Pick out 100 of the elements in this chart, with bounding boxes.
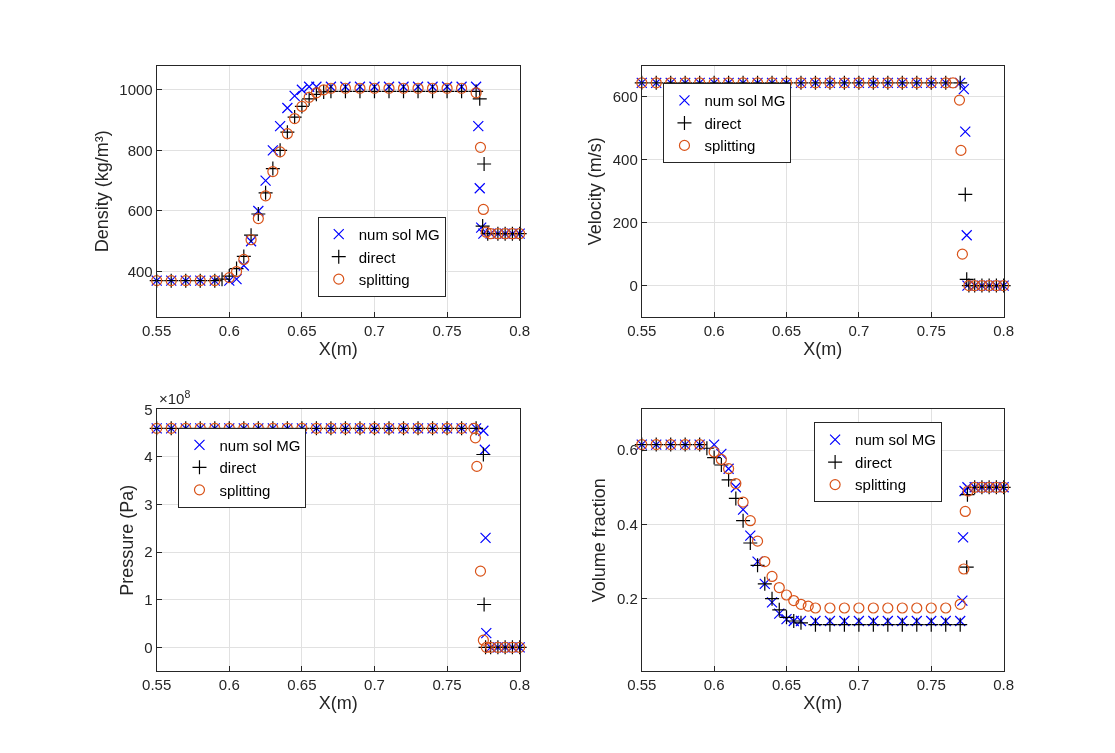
- point: [715, 448, 727, 460]
- x-tick-label: 0.6: [703, 676, 725, 694]
- point: [959, 559, 975, 575]
- point: [956, 594, 968, 607]
- y-tick-label: 200: [612, 213, 638, 231]
- point: [472, 91, 488, 107]
- x-tick-label: 0.7: [848, 322, 870, 340]
- point: [279, 124, 295, 140]
- point: [956, 248, 968, 260]
- point: [759, 555, 771, 568]
- point: [471, 460, 483, 473]
- point: [780, 589, 793, 601]
- point: [480, 627, 492, 639]
- x-tick-label: 0.55: [142, 322, 172, 340]
- point: [773, 581, 785, 594]
- point: [439, 83, 455, 99]
- point: [708, 446, 720, 458]
- point: [940, 602, 952, 614]
- y-tick-label: 0.6: [616, 441, 638, 459]
- point: [938, 617, 954, 633]
- point: [469, 432, 481, 444]
- x-tick-label: 0.75: [432, 676, 462, 694]
- point: [737, 503, 749, 516]
- x-tick-label: 0.75: [916, 322, 946, 340]
- point: [824, 615, 836, 627]
- point: [381, 83, 397, 99]
- point: [735, 513, 751, 529]
- y-tick-label: 0: [144, 638, 153, 656]
- point: [708, 438, 720, 451]
- point: [940, 615, 952, 627]
- legend-label: direct: [704, 114, 742, 132]
- point: [867, 602, 879, 614]
- point: [265, 160, 281, 177]
- y-tick-label: 3: [144, 495, 153, 513]
- point: [802, 600, 814, 612]
- point: [824, 602, 836, 614]
- x-tick-label: 0.8: [993, 676, 1015, 694]
- point: [475, 446, 491, 463]
- legend-label: num sol MG: [704, 92, 786, 110]
- point: [257, 185, 274, 201]
- point: [474, 565, 487, 577]
- legend-label: num sol MG: [219, 436, 301, 454]
- point: [766, 570, 778, 583]
- point: [259, 175, 272, 187]
- point: [959, 505, 971, 518]
- point: [410, 83, 426, 99]
- point: [250, 206, 266, 222]
- point: [867, 615, 879, 627]
- point: [470, 87, 482, 99]
- x-tick-label: 0.8: [509, 322, 531, 340]
- point: [836, 617, 852, 633]
- point: [953, 94, 966, 106]
- point: [853, 615, 865, 627]
- point: [730, 481, 742, 493]
- x-tick-label: 0.65: [287, 676, 317, 694]
- x-tick-label: 0.75: [916, 676, 946, 694]
- point: [424, 83, 441, 99]
- point: [318, 84, 330, 96]
- x-tick-label: 0.8: [509, 676, 531, 694]
- point: [352, 83, 368, 99]
- y-axis-title: Velocity (m/s): [584, 137, 605, 246]
- point: [238, 259, 250, 272]
- point: [730, 477, 742, 490]
- point: [955, 144, 967, 157]
- x-tick-label: 0.7: [364, 322, 385, 340]
- point: [236, 248, 252, 265]
- point: [238, 253, 250, 266]
- point: [795, 598, 807, 610]
- point: [715, 453, 727, 466]
- point: [337, 83, 354, 99]
- point: [911, 602, 923, 614]
- point: [923, 617, 939, 633]
- x-tick-label: 0.6: [218, 676, 240, 694]
- legend-label: num sol MG: [358, 226, 440, 243]
- point: [468, 83, 484, 99]
- point: [267, 165, 279, 178]
- point: [474, 182, 486, 194]
- point: [788, 594, 800, 607]
- point: [281, 102, 293, 114]
- point: [773, 607, 785, 620]
- y-axis-title: Density (kg/m³): [91, 130, 112, 253]
- point: [744, 529, 756, 542]
- point: [453, 83, 470, 99]
- point: [822, 617, 838, 633]
- point: [954, 615, 966, 627]
- point: [366, 83, 383, 99]
- legend-label: splitting: [855, 476, 906, 494]
- y-tick-label: 600: [612, 88, 638, 106]
- legend-label: num sol MG: [855, 431, 936, 449]
- point: [274, 146, 286, 158]
- point: [259, 190, 272, 202]
- x-axis-title: X(m): [318, 693, 358, 714]
- point: [323, 83, 339, 99]
- point: [957, 531, 969, 544]
- point: [474, 141, 487, 153]
- y-tick-label: 1: [144, 590, 153, 608]
- legend-label: splitting: [219, 481, 271, 499]
- point: [243, 227, 259, 243]
- point: [809, 615, 822, 627]
- x-tick-label: 0.6: [703, 322, 725, 340]
